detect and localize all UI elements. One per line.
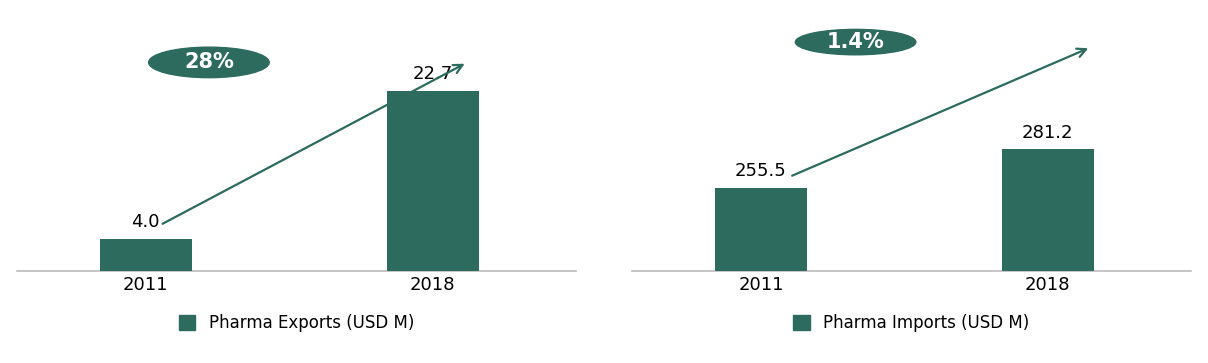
Bar <box>387 90 478 271</box>
Legend: Pharma Imports (USD M): Pharma Imports (USD M) <box>786 307 1036 339</box>
Text: 255.5: 255.5 <box>734 162 786 180</box>
Bar <box>100 239 192 271</box>
Legend: Pharma Exports (USD M): Pharma Exports (USD M) <box>172 307 420 339</box>
Ellipse shape <box>149 47 269 78</box>
Text: 1.4%: 1.4% <box>826 32 884 52</box>
Ellipse shape <box>795 29 916 55</box>
Text: 22.7: 22.7 <box>413 65 453 83</box>
Text: 4.0: 4.0 <box>132 213 159 232</box>
Text: 281.2: 281.2 <box>1022 124 1074 142</box>
Bar <box>715 188 807 363</box>
Bar <box>1001 150 1093 363</box>
Text: 28%: 28% <box>184 52 234 72</box>
